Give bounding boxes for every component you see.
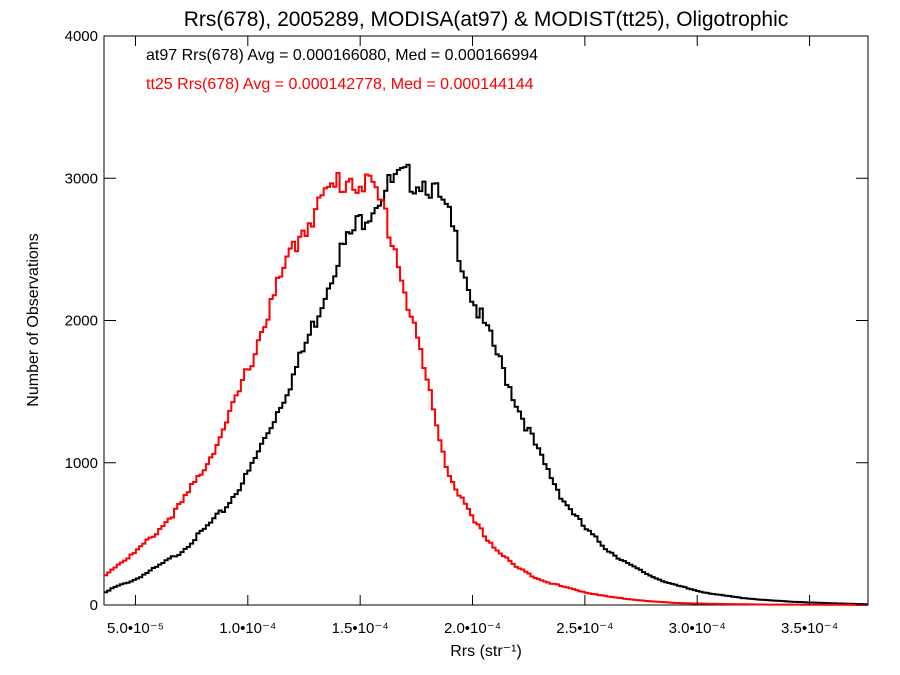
x-tick-label-2: 1.5•10⁻⁴ (332, 620, 389, 637)
y-tick-label-0: 0 (90, 597, 98, 614)
series-line-1 (104, 172, 868, 606)
y-tick-label-2: 2000 (65, 313, 98, 330)
annotation-red-stats: tt25 Rrs(678) Avg = 0.000142778, Med = 0… (146, 76, 534, 93)
x-tick-label-5: 3.0•10⁻⁴ (669, 620, 726, 637)
x-tick-label-1: 1.0•10⁻⁴ (219, 620, 276, 637)
chart-title: Rrs(678), 2005289, MODISA(at97) & MODIST… (184, 8, 789, 31)
x-tick-label-0: 5.0•10⁻⁵ (107, 620, 164, 637)
y-tick-label-1: 1000 (65, 455, 98, 472)
x-tick-label-6: 3.5•10⁻⁴ (781, 620, 838, 637)
x-tick-label-4: 2.5•10⁻⁴ (556, 620, 613, 637)
x-tick-label-3: 2.0•10⁻⁴ (444, 620, 501, 637)
x-axis-label: Rrs (str⁻¹) (450, 643, 522, 660)
plot-frame (103, 35, 869, 606)
y-axis-label: Number of Observations (25, 233, 42, 406)
annotation-black-stats: at97 Rrs(678) Avg = 0.000166080, Med = 0… (146, 47, 538, 64)
series-line-0 (104, 163, 868, 606)
y-tick-label-3: 3000 (65, 170, 98, 187)
plot-border (103, 35, 869, 606)
y-tick-label-4: 4000 (65, 28, 98, 45)
series-layer (104, 163, 868, 606)
ticks-layer: 5.0•10⁻⁵ 1.0•10⁻⁴ 1.5•10⁻⁴ 2.0•10⁻⁴ 2.5•10⁻⁴… (65, 28, 868, 637)
